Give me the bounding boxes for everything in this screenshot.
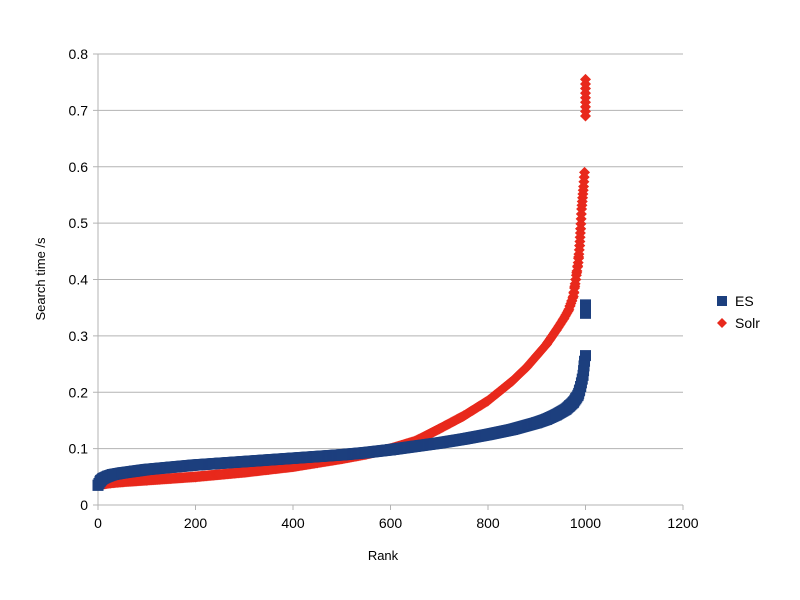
y-tick-label: 0.8	[69, 46, 89, 62]
solr-marker	[569, 278, 581, 290]
solr-marker	[531, 350, 543, 362]
es-marker	[580, 350, 591, 362]
es-marker	[482, 429, 494, 441]
solr-marker	[214, 469, 226, 481]
solr-marker	[574, 227, 586, 239]
solr-marker	[482, 395, 494, 407]
es-marker	[141, 463, 153, 475]
es-marker	[578, 360, 590, 372]
legend-square-icon	[717, 296, 727, 306]
legend: ES Solr	[717, 293, 760, 331]
es-marker	[107, 469, 119, 481]
grid-lines	[98, 53, 683, 506]
solr-marker	[458, 410, 470, 422]
x-tick-label: 400	[281, 515, 305, 531]
x-tick-label: 800	[476, 515, 500, 531]
solr-marker	[573, 244, 585, 256]
legend-label-solr: Solr	[735, 315, 760, 331]
es-marker	[580, 303, 591, 315]
y-tick-label: 0.1	[69, 441, 89, 457]
es-marker	[360, 447, 372, 459]
es-marker	[238, 456, 250, 468]
es-marker	[129, 465, 141, 477]
series-markers	[92, 73, 591, 491]
solr-marker	[238, 466, 250, 478]
solr-marker	[558, 313, 570, 325]
es-marker	[116, 467, 128, 479]
y-tick-label: 0.7	[69, 102, 89, 118]
legend-item-es: ES	[717, 293, 754, 309]
solr-marker	[576, 196, 588, 208]
x-tick-label: 1200	[667, 515, 698, 531]
es-marker	[531, 417, 543, 429]
es-marker	[541, 413, 552, 425]
x-tick-label: 600	[379, 515, 403, 531]
solr-marker	[577, 184, 589, 196]
solr-marker	[190, 471, 201, 483]
x-tick-label: 0	[94, 515, 102, 531]
es-marker	[214, 457, 226, 469]
solr-marker	[521, 361, 533, 373]
y-tick-label: 0.5	[69, 215, 89, 231]
y-tick-label: 0.3	[69, 328, 89, 344]
es-marker	[564, 400, 576, 412]
es-marker	[409, 440, 421, 452]
es-marker	[190, 459, 201, 471]
x-axis-title: Rank	[368, 548, 399, 563]
solr-marker	[165, 473, 177, 485]
x-tick-label: 200	[184, 515, 208, 531]
es-marker	[550, 409, 562, 421]
solr-marker	[263, 463, 275, 475]
solr-marker	[541, 338, 552, 350]
y-tick-label: 0.2	[69, 384, 89, 400]
solr-marker	[141, 474, 153, 486]
y-tick-label: 0.4	[69, 272, 89, 288]
legend-label-es: ES	[735, 293, 754, 309]
solr-marker	[575, 208, 587, 220]
legend-diamond-icon	[717, 318, 727, 328]
legend-item-solr: Solr	[717, 315, 760, 331]
es-marker	[458, 433, 470, 445]
es-marker	[573, 385, 585, 397]
solr-marker	[506, 375, 518, 387]
solr-marker	[566, 295, 578, 307]
es-marker	[165, 461, 177, 473]
axes	[93, 53, 684, 510]
solr-marker	[433, 423, 445, 435]
es-marker	[570, 393, 582, 405]
es-marker	[263, 454, 275, 466]
solr-marker	[572, 261, 584, 273]
es-marker	[311, 451, 323, 463]
es-marker	[287, 452, 299, 464]
solr-marker	[578, 171, 590, 183]
series-es	[92, 299, 591, 491]
es-marker	[506, 423, 518, 435]
es-marker	[433, 437, 445, 449]
x-tick-label: 1000	[570, 515, 601, 531]
solr-marker	[580, 78, 591, 90]
es-marker	[336, 449, 348, 461]
y-tick-label: 0	[80, 497, 88, 513]
es-marker	[385, 444, 396, 456]
solr-marker	[550, 324, 562, 336]
tick-labels: 0 0.1 0.2 0.3 0.4 0.5 0.6 0.7 0.8 0 200 400 600 800 10…	[69, 46, 699, 531]
es-marker	[576, 373, 588, 385]
y-axis-title: Search time /s	[33, 237, 48, 321]
y-tick-label: 0.6	[69, 159, 89, 175]
